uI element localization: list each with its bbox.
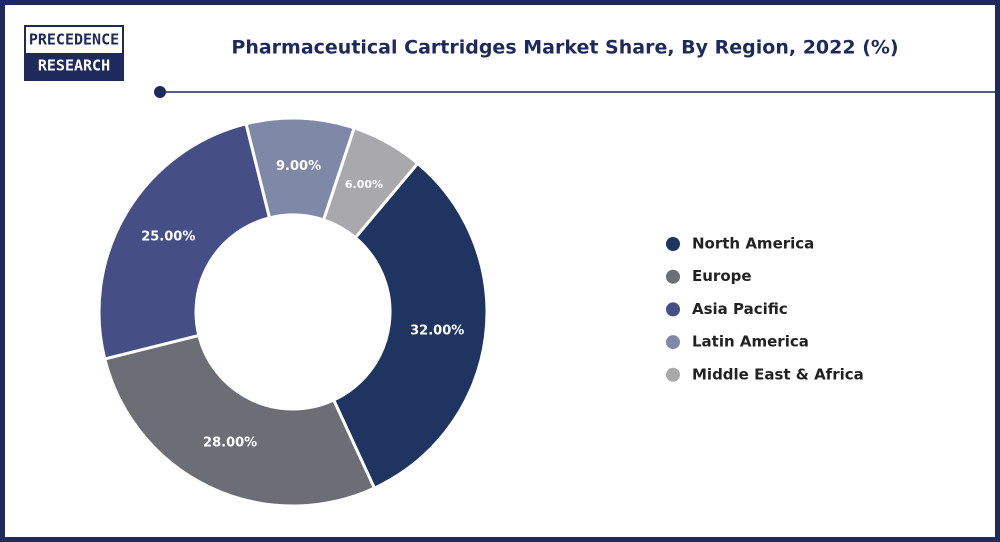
data-label: 6.00% xyxy=(345,178,383,191)
legend-swatch xyxy=(666,367,680,382)
logo-band xyxy=(26,53,122,79)
legend-label: North America xyxy=(692,235,814,253)
legend-swatch xyxy=(666,269,680,284)
donut-slice xyxy=(97,121,272,361)
donut-slice xyxy=(102,333,377,508)
chart-title: Pharmaceutical Cartridges Market Share, … xyxy=(231,37,898,59)
donut-slice xyxy=(331,161,489,491)
legend-label: Asia Pacific xyxy=(692,300,788,318)
data-label: 9.00% xyxy=(276,159,321,174)
data-label: 28.00% xyxy=(203,436,257,451)
legend-label: Europe xyxy=(692,267,752,285)
legend-swatch xyxy=(666,237,680,251)
legend-swatch xyxy=(666,302,680,317)
title-dot xyxy=(154,86,166,98)
legend-label: Latin America xyxy=(692,333,809,351)
legend-label: Middle East & Africa xyxy=(692,365,864,383)
data-label: 25.00% xyxy=(141,230,195,245)
legend-swatch xyxy=(666,335,680,350)
data-label: 32.00% xyxy=(410,324,464,339)
donut-slice xyxy=(321,126,420,240)
logo-text: RESEARCH xyxy=(38,57,110,75)
logo-text: PRECEDENCE xyxy=(29,31,119,49)
